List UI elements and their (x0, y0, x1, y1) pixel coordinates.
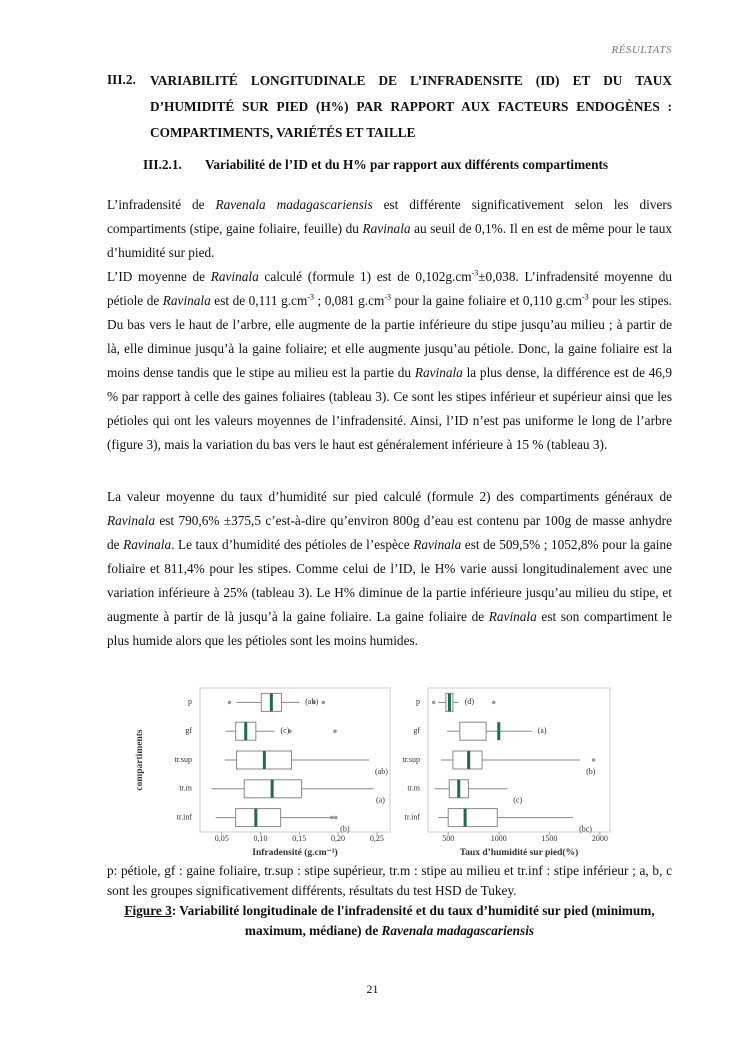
text-run: Ravinala (210, 269, 259, 284)
y-tick-label: tr.inf (177, 812, 193, 821)
y-tick-label: gf (185, 726, 192, 735)
text-run: Ravinala (488, 609, 537, 624)
subsection-number: III.2.1. (143, 157, 182, 172)
outlier (227, 700, 232, 705)
group-label: (c) (280, 726, 289, 735)
text-run: Figure 3 (124, 903, 172, 918)
text-run: . Le taux d’humidité des pétioles de l’e… (171, 537, 414, 552)
box (459, 721, 487, 741)
y-tick-label: tr.sup (402, 755, 420, 764)
text-run: Ravenala madagascariensis (215, 197, 373, 212)
outlier (431, 700, 436, 705)
outlier (312, 700, 316, 705)
y-tick-label: tr.m (407, 784, 420, 793)
text-run: Ravinala (362, 221, 411, 236)
text-run: -3 (582, 292, 589, 302)
text-run: L’ID moyenne de (107, 269, 211, 284)
x-tick-label: 0,25 (370, 834, 384, 843)
outlier (333, 815, 338, 820)
group-label: (b) (340, 824, 350, 833)
x-axis-label: Taux d’humidité sur pied(%) (460, 847, 579, 858)
subsection-title: Variabilité de l’ID et du H% par rapport… (205, 157, 609, 172)
text-run: Ravinala (413, 537, 462, 552)
x-tick-label: 1500 (541, 834, 557, 843)
x-tick-label: 1000 (491, 834, 507, 843)
text-run: Ravenala madagascariensis (381, 923, 535, 938)
paragraph: La valeur moyenne du taux d’humidité sur… (107, 485, 672, 653)
box (235, 808, 282, 828)
y-tick-label: p (188, 697, 192, 706)
section-number: III.2. (107, 72, 136, 87)
outlier (491, 700, 496, 705)
text-run: est de 0,111 g.cm (210, 293, 308, 308)
x-tick-label: 0,10 (253, 834, 267, 843)
text-run: : Variabilité longitudinale de l'infrade… (171, 903, 655, 938)
text-run: pour la gaine foliaire et 0,110 g.cm (391, 293, 583, 308)
outlier (333, 729, 337, 733)
figure-note: p: pétiole, gf : gaine foliaire, tr.sup … (107, 863, 672, 898)
text-run: pour les stipes. Du bas vers le haut de … (107, 293, 672, 380)
y-axis-label: compartiments (135, 729, 145, 791)
figure: 0,05 0,10 0,15 0,20 0,25 p (ab) gf (c) tr.sup (ab)… (135, 687, 611, 858)
group-label: (a) (376, 796, 385, 805)
x-tick-label: 0,20 (331, 834, 345, 843)
text-run: Ravinala (162, 293, 211, 308)
group-label: (bc) (579, 824, 592, 833)
running-title: RÉSULTATS (611, 44, 672, 56)
text-run: -3 (384, 292, 392, 302)
group-label: (c) (513, 796, 522, 805)
group-label: (a) (538, 726, 547, 735)
text-run: calculé (formule 1) est de 0,102g.cm (258, 269, 472, 284)
x-tick-label: 2000 (592, 834, 608, 843)
text-run: la plus dense, la différence est de 46,9… (107, 365, 672, 452)
y-tick-label: gf (413, 726, 420, 735)
y-tick-label: tr.m (179, 784, 192, 793)
group-label: (b) (586, 767, 596, 776)
paragraph: L’ID moyenne de Ravinala calculé (formul… (107, 265, 672, 457)
text-run: est son compartiment le plus humide alor… (107, 609, 672, 648)
page-number: 21 (366, 982, 379, 996)
figure-caption: Figure 3: Variabilité longitudinale de l… (107, 901, 672, 941)
text-run: -3 (307, 292, 314, 302)
y-tick-label: tr.sup (174, 755, 192, 764)
section-title: VARIABILITÉ LONGITUDINALE DE L’INFRADENS… (150, 73, 672, 140)
outlier (288, 729, 292, 733)
x-tick-label: 0,05 (215, 834, 229, 843)
text-run: La valeur moyenne du taux d’humidité sur… (107, 489, 672, 504)
box (447, 808, 498, 828)
group-label: (ab) (375, 767, 388, 776)
paragraph: L’infradensité de Ravenala madagascarien… (107, 193, 672, 265)
text-run: au seuil de 0,1%. Il en est de même pour… (107, 221, 672, 260)
x-tick-label: 500 (442, 834, 454, 843)
x-axis-label: Infradensité (g.cm⁻³) (252, 847, 337, 858)
group-label: (d) (465, 697, 475, 706)
text-run: ; 0,081 g.cm (313, 293, 385, 308)
text-run: Ravinala (107, 513, 156, 528)
x-tick-label: 0,15 (292, 834, 306, 843)
y-tick-label: p (416, 697, 420, 706)
text-run: ±0,038. L’infradensité moyenne du pétiol… (107, 269, 672, 308)
text-run: Ravinala (414, 365, 463, 380)
text-run: est de 509,5% ; 1052,8% pour la gaine fo… (107, 537, 673, 624)
outlier (321, 700, 326, 705)
text-run: Ravinala (123, 537, 172, 552)
y-tick-label: tr.inf (405, 812, 421, 821)
text-run: est différente significativement selon l… (107, 197, 673, 236)
outlier (330, 815, 334, 820)
group-label: (ab) (305, 697, 318, 706)
text-run: L’infradensité de (107, 197, 216, 212)
text-run: -3 (471, 268, 479, 278)
outlier (591, 758, 596, 762)
text-run: est 790,6% ±375,5 c’est-à-dire qu’enviro… (107, 513, 672, 552)
